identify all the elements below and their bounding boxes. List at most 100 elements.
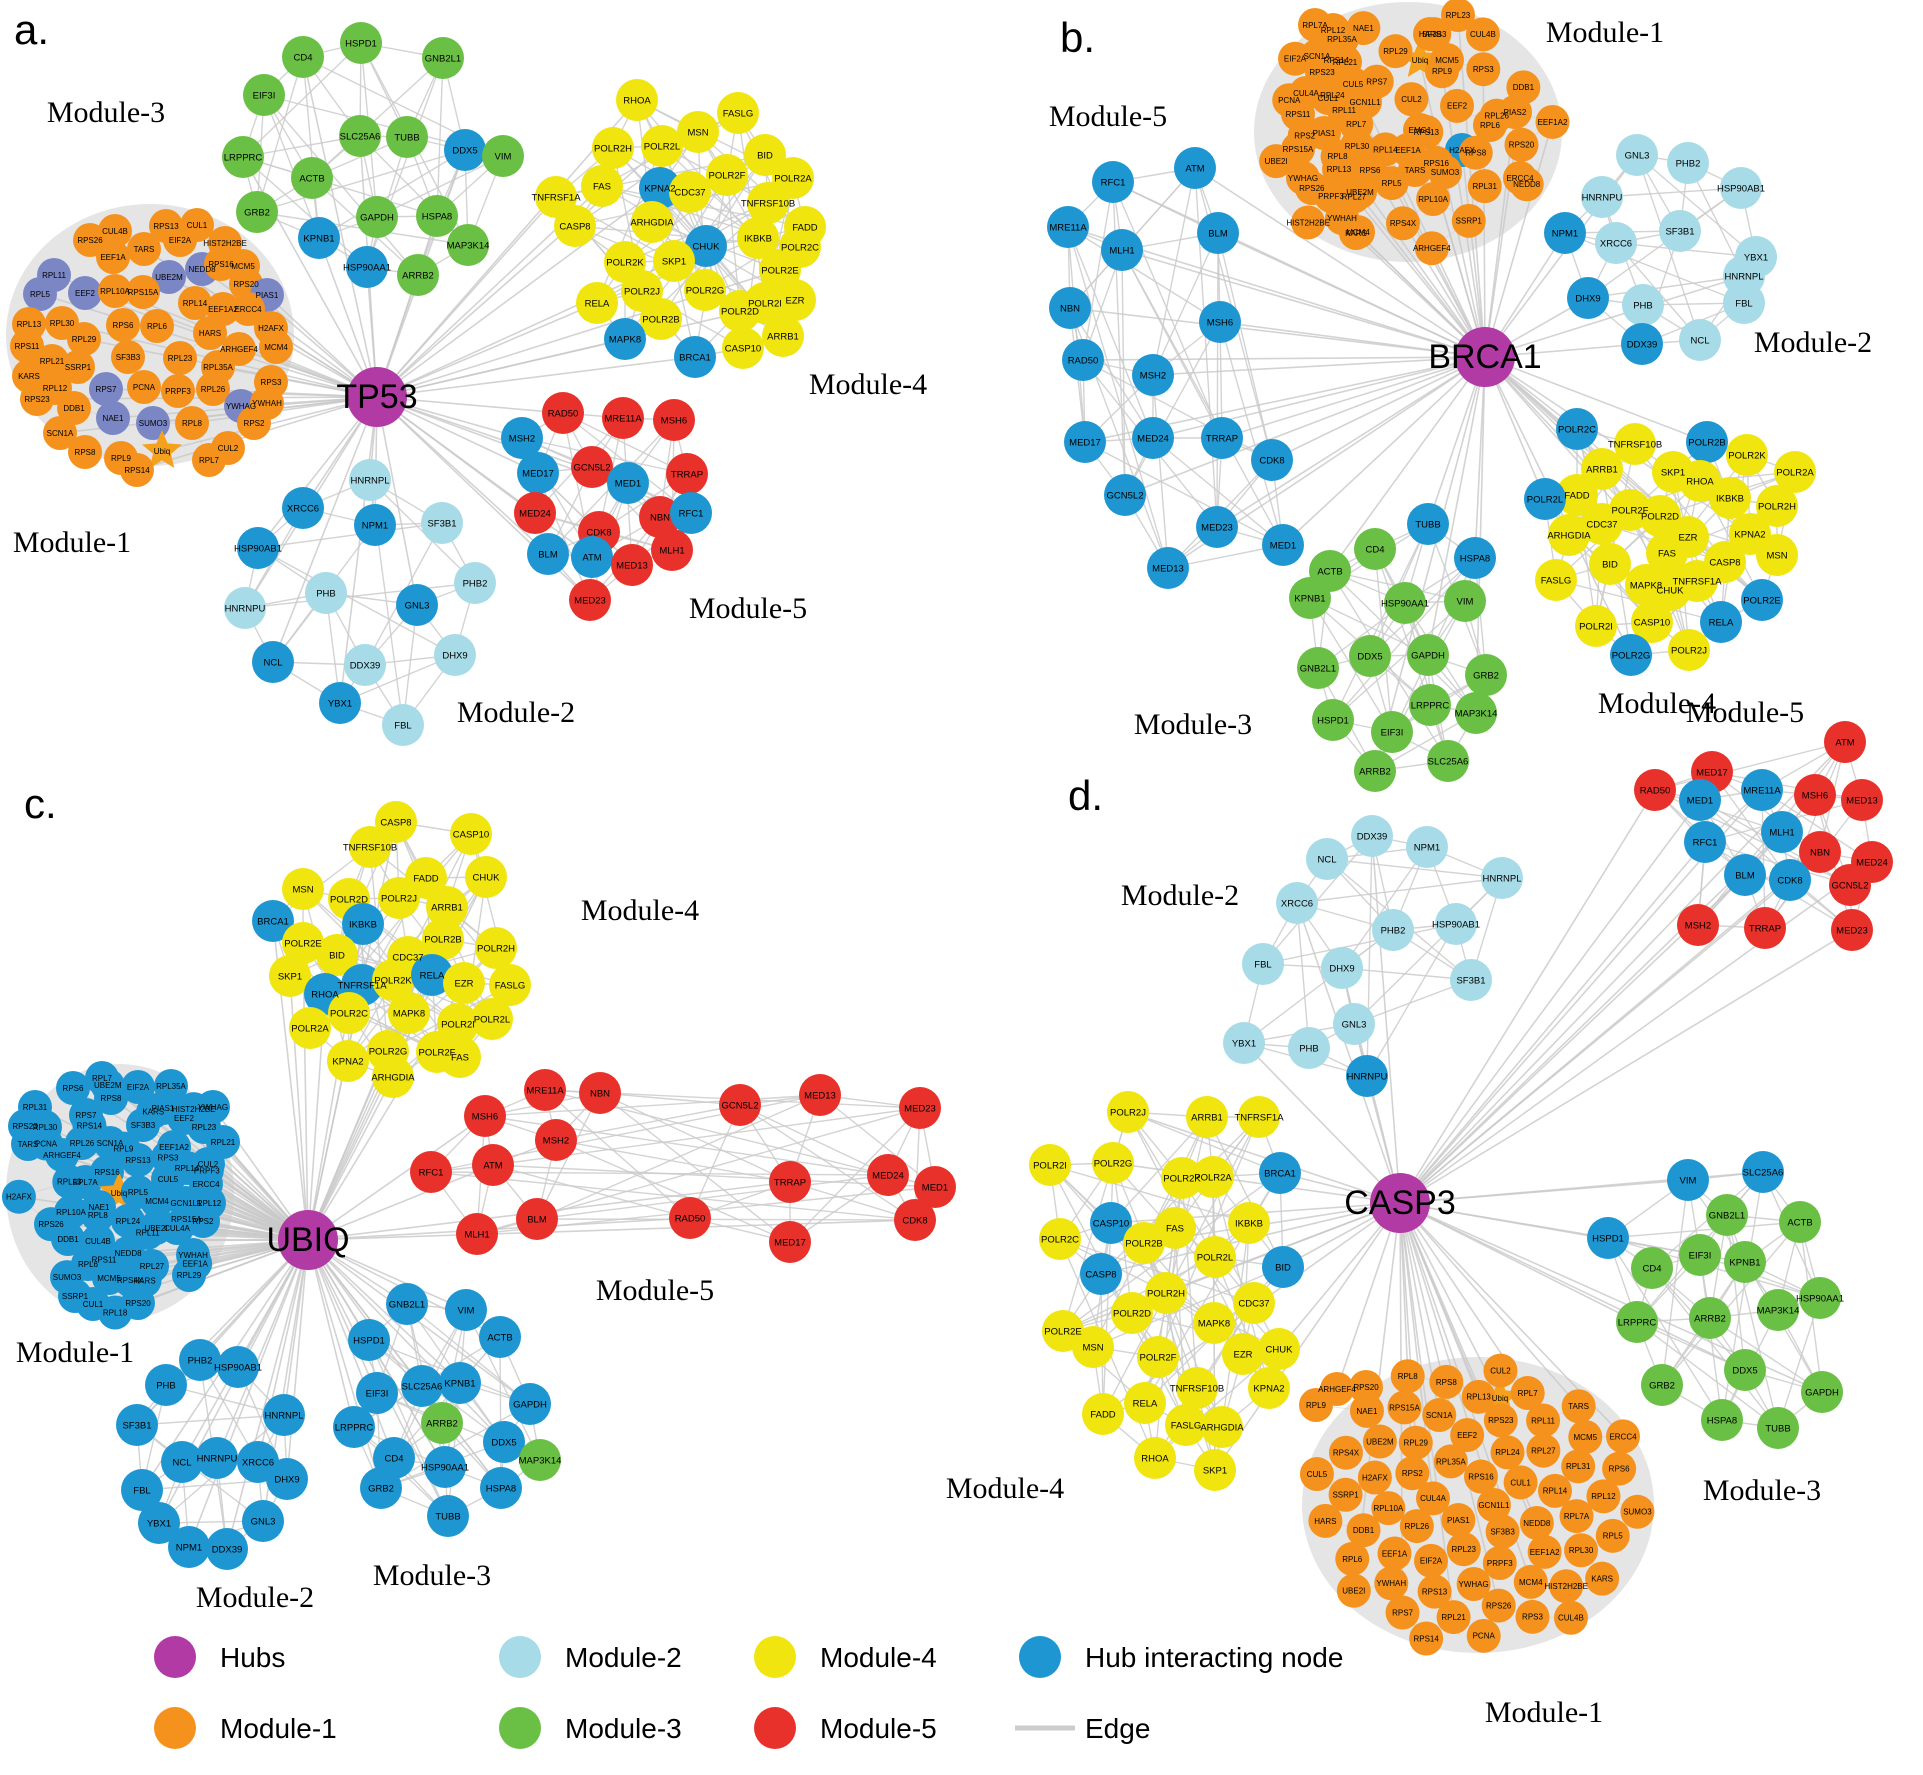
node-EZR [774,279,816,321]
node-BRCA1 [674,336,716,378]
node-DHX9 [434,634,476,676]
hub-edge [1124,356,1486,496]
node-IKBKB [737,217,779,259]
node-label: DDB1 [57,1235,79,1244]
node-DDX5 [1724,1349,1766,1391]
node-ATM [1174,147,1216,189]
node-label: KPNB1 [1729,1257,1760,1268]
node-label: ACTB [487,1332,512,1343]
node-SKP1 [653,240,695,282]
node-label: CD4 [384,1453,403,1464]
legend-swatch-Module-4 [754,1636,796,1678]
node-label: MED17 [522,468,554,479]
edge [1366,923,1457,1077]
nodes [1047,0,1816,792]
node-RPL8 [1390,1359,1425,1394]
node-label: SSRP1 [1332,1491,1359,1500]
node-label: PHB [156,1380,176,1391]
node-CDC37 [1233,1282,1275,1324]
edge [789,1181,916,1221]
module-title-Module-2: Module-2 [1754,326,1872,359]
node-label: RPL7 [92,1074,113,1083]
hub-label: CASP3 [1344,1184,1456,1222]
node-label: MRE11A [526,1085,564,1096]
node-label: TNFRSF10B [1170,1383,1224,1394]
node-POLR2L [1194,1236,1236,1278]
node-HSP90AA1 [1799,1277,1841,1319]
node-label: RPL21 [1441,1613,1466,1622]
node-label: SCN1A [97,1139,124,1148]
node-TNFRSF10B [349,826,391,868]
node-label: VIM [458,1305,475,1316]
node-label: ACTB [1317,566,1342,577]
node-RPL24 [1490,1435,1525,1470]
node-label: RPS8 [101,1094,122,1103]
node-CASP8 [1080,1253,1122,1295]
labels: c. CASP8 CASP10 TNFRSF10B FADD CHUK MSN POLR2D P… [6,780,948,1614]
node-label: GNB2L1 [1300,663,1336,674]
node-label: RPL7A [1564,1512,1590,1521]
panel-b: b. RFC1 ATM MRE11A MLH1 BLM NBN MSH6 RAD50 MSH2 ME… [1047,0,1872,792]
node-label: SKP1 [1203,1465,1227,1476]
node-KARS [136,1094,171,1129]
edge [257,547,456,656]
node-label: NBN [590,1088,610,1099]
node-ACTB [479,1316,521,1358]
node-EIF2A [1278,41,1313,76]
node-label: MSN [1766,550,1787,561]
node-label: YBX1 [1232,1038,1256,1049]
node-GNB2L1 [1297,647,1339,689]
node-label: POLR2H [594,143,632,154]
node-CASP10 [1631,601,1673,643]
node-SUMO3 [1620,1494,1655,1529]
node-label: FADD [413,873,438,884]
edge [242,156,368,268]
node-label: FBL [394,720,411,731]
edge [256,56,304,213]
node-FBL [1242,943,1284,985]
labels: d. DDX39 NPM1 NCL HNRNPL XRCC6 PHB2 HSP90AB1 FBL… [946,696,1888,1729]
hub-edge [1371,835,1401,1204]
node-SCN1A [43,416,77,450]
node-POLR2H [475,927,517,969]
node-HSP90AA1 [346,246,388,288]
node-label: RPS14 [77,1121,103,1130]
node-label: RPL11 [1531,1416,1555,1425]
node-label: RPS2 [1294,131,1315,140]
node-label: EEF1A2 [1538,118,1568,127]
hub-edge [307,1219,916,1241]
node-label: RPL26 [201,385,226,394]
node-VIM [1667,1159,1709,1201]
edge [1243,929,1394,1044]
node-KPNB1 [439,1362,481,1404]
node-RPS15A [169,1202,204,1237]
node-label: NPM1 [1414,842,1440,853]
node-label: MAP3K14 [447,240,490,251]
edge [492,1164,936,1188]
edge [1326,858,1503,879]
node-label: RPL18 [103,1308,128,1317]
node-label: XRCC6 [1281,898,1313,909]
node-label: HSPD1 [353,1335,385,1346]
node-RPL24 [1315,78,1350,113]
node-label: SKP1 [278,971,302,982]
node-GRB2 [360,1467,402,1509]
node-ACTB [1779,1201,1821,1243]
edge [1636,154,1757,258]
node-label: MRE11A [604,413,642,424]
node-RPL8 [1320,139,1355,174]
node-label: RPL31 [1472,182,1497,191]
hub-edge [1399,1202,1580,1407]
node-RPS6 [56,1071,90,1105]
node-RPL27 [1336,179,1371,214]
panel-letter: c. [24,780,57,827]
hub-edge [1475,356,1486,714]
edge [1121,249,1284,546]
hub-edge [376,245,707,398]
node-label: ARHGDIA [630,217,674,228]
node-HIST2H2BE [176,1092,211,1127]
node-HNRNPU [1346,1055,1388,1097]
node-POLR2E [1741,579,1783,621]
hub-edge [307,1239,461,1384]
node-label: SCN1A [47,429,74,438]
